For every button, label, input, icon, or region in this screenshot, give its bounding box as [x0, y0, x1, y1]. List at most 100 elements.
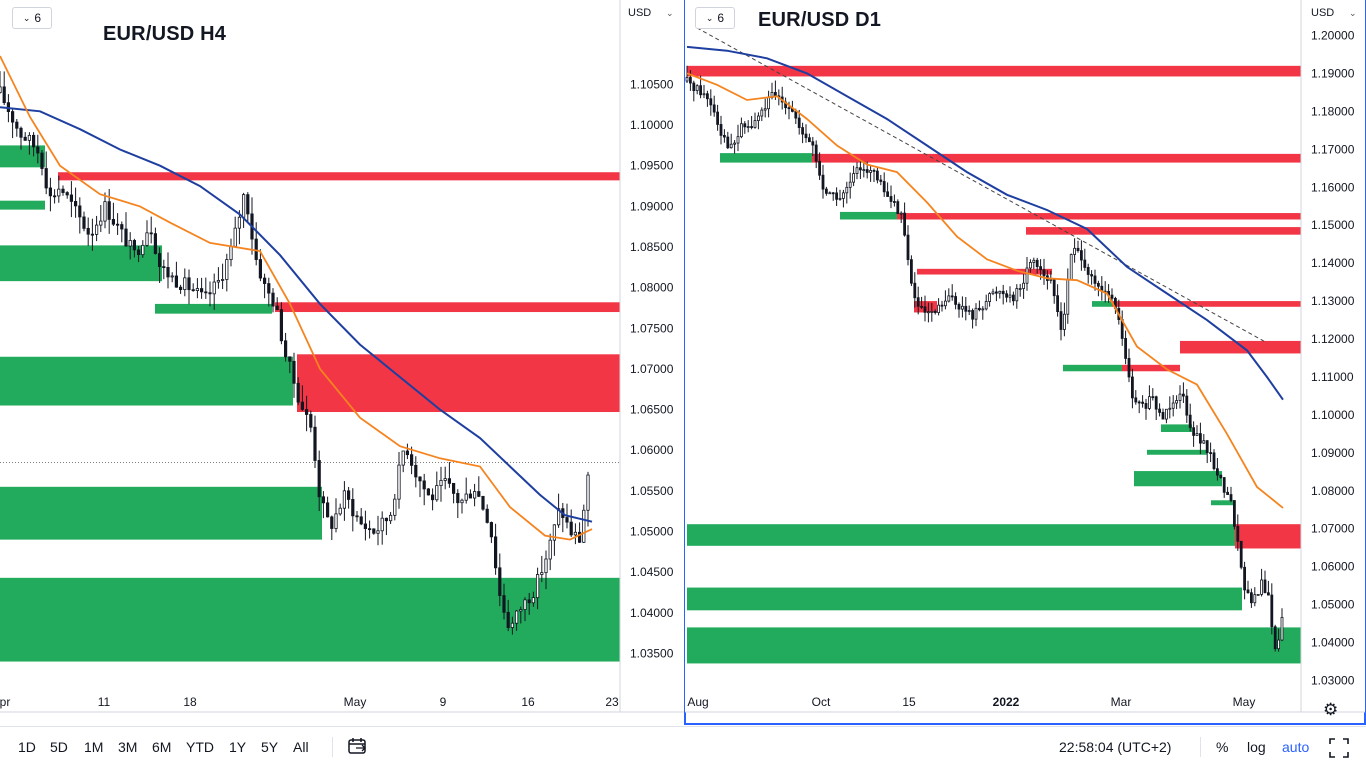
candle-body	[586, 474, 590, 511]
date-range-icon[interactable]	[347, 737, 369, 757]
candle-body	[481, 495, 485, 510]
candle-body	[145, 232, 149, 246]
auto-scale-button[interactable]: auto	[1282, 739, 1310, 755]
supply-zone	[1112, 301, 1301, 307]
candle-body	[195, 288, 199, 291]
y-tick-label: 1.20000	[1311, 28, 1355, 42]
log-scale-button[interactable]: log	[1247, 739, 1266, 755]
candle-body	[926, 311, 930, 314]
candle-body	[763, 108, 767, 111]
range-1m-button[interactable]: 1M	[84, 739, 104, 755]
candle-body	[519, 609, 523, 612]
candle-body	[831, 192, 835, 195]
candle-body	[191, 289, 195, 292]
candle-body	[695, 85, 699, 92]
y-tick-label: 1.06000	[630, 443, 674, 457]
range-5y-button[interactable]: 5Y	[261, 739, 279, 755]
candle-body	[380, 517, 384, 532]
chevron-down-icon[interactable]: ⌄	[1349, 8, 1357, 18]
candle-body	[178, 286, 183, 291]
candle-body	[1151, 396, 1155, 399]
candle-body	[909, 259, 913, 284]
candle-body	[1035, 259, 1039, 267]
y-tick-label: 1.16000	[1311, 180, 1355, 194]
y-tick-label: 1.04000	[1311, 636, 1355, 650]
candle-body	[229, 245, 233, 261]
h4-chart-panel[interactable]: 1.10500 1.10000 1.09500 1.09000 1.08500 1.080…	[0, 0, 684, 724]
candle-body	[875, 170, 879, 181]
candle-body	[862, 169, 866, 172]
y-tick-label: 1.03000	[1311, 674, 1355, 688]
candle-body	[1199, 433, 1202, 444]
demand-zone	[0, 577, 620, 662]
candle-body	[692, 82, 696, 92]
candle-body	[10, 111, 15, 123]
candle-body	[804, 133, 808, 139]
candle-body	[225, 259, 229, 280]
candle-body	[162, 266, 166, 268]
y-tick-label: 1.17000	[1311, 142, 1355, 156]
candle-body	[699, 85, 703, 96]
d1-chart-panel[interactable]: 1.20000 1.19000 1.18000 1.17000 1.16000 1.150…	[684, 0, 1366, 725]
candle-body	[44, 168, 48, 189]
candle-body	[1090, 274, 1094, 277]
range-5d-button[interactable]: 5D	[50, 739, 68, 755]
candle-body	[262, 277, 267, 284]
candle-body	[787, 107, 791, 110]
candle-body	[74, 201, 78, 207]
range-6m-button[interactable]: 6M	[152, 739, 172, 755]
candle-body	[838, 197, 842, 200]
supply-zone	[1122, 364, 1180, 372]
candle-body	[794, 111, 798, 119]
candle-body	[351, 499, 355, 517]
candle-body	[111, 219, 115, 225]
candle-body	[1062, 313, 1066, 330]
fullscreen-icon[interactable]	[1329, 738, 1349, 758]
h4-chart-svg[interactable]: 1.10500 1.10000 1.09500 1.09000 1.08500 1.080…	[0, 0, 684, 724]
candle-body	[53, 195, 57, 198]
range-ytd-button[interactable]: YTD	[186, 739, 214, 755]
chevron-down-icon[interactable]: ⌄	[666, 8, 674, 18]
candle-body	[1168, 407, 1172, 410]
candle-body	[1144, 403, 1148, 409]
interval-toggle-button[interactable]: ⌄ 6	[12, 7, 52, 29]
candle-body	[971, 310, 975, 320]
currency-label[interactable]: USD	[1311, 7, 1335, 19]
range-3m-button[interactable]: 3M	[118, 739, 138, 755]
clock-readout[interactable]: 22:58:04 (UTC+2)	[1059, 739, 1172, 755]
candle-body	[82, 216, 86, 229]
candle-body	[940, 304, 944, 307]
gear-icon[interactable]: ⚙	[1323, 700, 1339, 719]
ema-slow-line	[0, 106, 593, 523]
interval-toggle-button[interactable]: ⌄ 6	[695, 7, 735, 29]
interval-badge: 6	[34, 11, 42, 25]
range-all-button[interactable]: All	[293, 739, 309, 755]
candle-body	[183, 277, 187, 291]
currency-label[interactable]: USD	[628, 7, 652, 19]
price-axis	[620, 0, 684, 712]
candle-body	[78, 205, 82, 218]
candle-body	[283, 340, 288, 358]
candle-body	[300, 401, 305, 410]
candle-body	[531, 597, 536, 604]
candle-body	[1028, 262, 1032, 269]
percent-scale-button[interactable]: %	[1216, 739, 1229, 755]
candle-body	[32, 134, 36, 148]
candle-body	[858, 167, 862, 171]
range-1y-button[interactable]: 1Y	[229, 739, 247, 755]
candle-body	[292, 360, 296, 384]
candle-body	[355, 515, 359, 518]
candle-body	[906, 234, 910, 261]
candle-body	[733, 142, 736, 145]
candle-body	[338, 507, 342, 515]
candle-body	[237, 216, 241, 229]
d1-chart-svg[interactable]: 1.20000 1.19000 1.18000 1.17000 1.16000 1.150…	[685, 0, 1365, 724]
candle-body	[548, 539, 552, 560]
y-tick-label: 1.06000	[1311, 560, 1355, 574]
candle-body	[930, 311, 934, 313]
candle-body	[760, 109, 764, 117]
candle-body	[757, 115, 760, 121]
candle-body	[933, 311, 937, 313]
candle-body	[960, 305, 964, 310]
range-1d-button[interactable]: 1D	[18, 739, 36, 755]
